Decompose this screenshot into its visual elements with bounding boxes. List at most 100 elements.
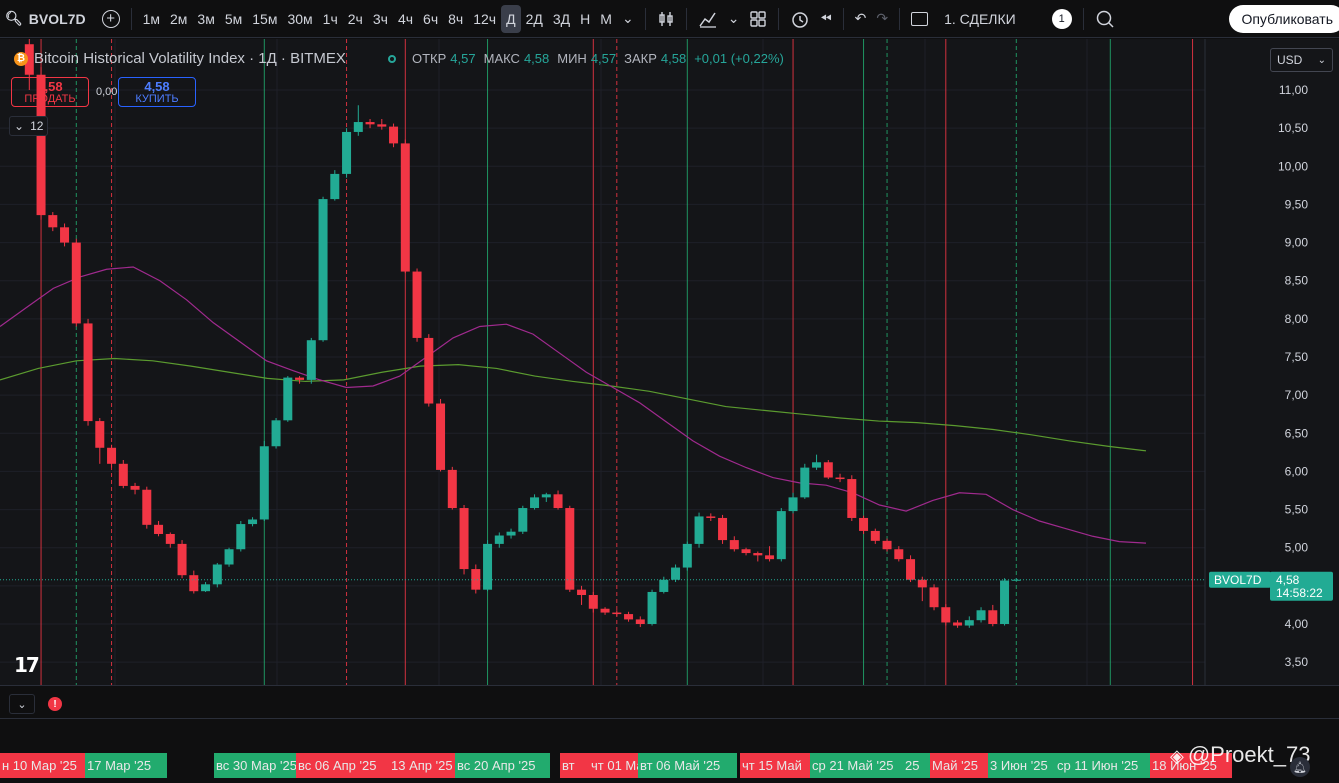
templates-button[interactable] (744, 5, 772, 33)
candle-body (565, 508, 575, 590)
ma-fast-line (0, 266, 1147, 544)
search-clock-icon (1096, 10, 1114, 28)
candle-body (295, 377, 305, 380)
indicators-dropdown-button[interactable]: ⌄ (723, 5, 745, 33)
interval-13[interactable]: Д (501, 4, 521, 33)
date-marker-strip: н 10 Мар '25 17 Мар '25 вс 30 Мар '25 вс 06… (0, 753, 1339, 778)
expand-panel-button[interactable]: ⌄ (9, 694, 35, 714)
candle-body (953, 622, 963, 626)
interval-14[interactable]: 2Д (525, 10, 543, 27)
candle-body (729, 540, 739, 550)
candle-body (941, 607, 951, 623)
redo-button[interactable]: ↷ (871, 5, 893, 33)
date-label: вс 30 Мар '25 (214, 753, 296, 778)
candle-body (917, 579, 927, 588)
separator (685, 7, 687, 30)
rewind-icon: ⏪︎ (820, 10, 832, 26)
candle-body (765, 555, 775, 560)
chart-type-button[interactable] (652, 5, 680, 33)
interval-17[interactable]: М (600, 10, 612, 27)
interval-dropdown-button[interactable]: ⌄ (617, 5, 639, 33)
candle-body (694, 516, 704, 544)
candle-body (988, 610, 998, 624)
ma-slow-line (0, 357, 1147, 452)
price-tick-label: 10,00 (1278, 159, 1308, 173)
interval-7[interactable]: 2ч (347, 10, 363, 27)
indicators-collapse-button[interactable]: ⌄ 12 (9, 116, 49, 136)
high-label: МАКС (483, 51, 520, 66)
price-tick-label: 9,00 (1285, 236, 1309, 250)
candle-body (60, 227, 70, 243)
close-label: ЗАКР (624, 51, 657, 66)
redo-icon: ↷ (876, 10, 889, 26)
interval-11[interactable]: 8ч (448, 10, 464, 27)
separator (644, 7, 646, 30)
candle-body (847, 479, 857, 518)
candle-body (471, 569, 481, 590)
notification-bell-button[interactable]: 🔔︎ (1290, 757, 1310, 777)
interval-6[interactable]: 1ч (322, 10, 338, 27)
candle-body (95, 421, 105, 448)
chevron-down-icon: ⌄ (1317, 54, 1326, 66)
interval-4[interactable]: 15м (252, 10, 278, 27)
interval-0[interactable]: 1м (142, 10, 160, 27)
price-tick-label: 7,50 (1285, 350, 1309, 364)
undo-button[interactable]: ↶ (850, 5, 872, 33)
price-tick-label: 5,00 (1285, 541, 1309, 555)
interval-3[interactable]: 5м (224, 10, 243, 27)
tradingview-logo: 17 (14, 653, 40, 677)
candle-body (201, 584, 211, 592)
candle-body (964, 620, 974, 626)
candle-body (741, 549, 751, 554)
chart-pane[interactable]: 11,00 10,50 10,00 9,50 9,00 8,50 8,00 7,50 7,00 6… (0, 39, 1339, 685)
interval-5[interactable]: 30м (287, 10, 313, 27)
interval-12[interactable]: 12ч (473, 10, 497, 27)
candle-body (83, 323, 93, 422)
candle-body (553, 494, 563, 509)
candle-body (859, 517, 869, 531)
interval-9[interactable]: 4ч (397, 10, 414, 27)
candle-body (436, 403, 446, 470)
bitcoin-icon: ₿ (14, 51, 28, 66)
publish-button[interactable]: Опубликовать (1229, 5, 1339, 33)
interval-16[interactable]: Н (580, 10, 591, 27)
indicators-button[interactable] (693, 5, 723, 33)
candle-body (682, 543, 692, 568)
symbol-tag-label: BVOL7D (1214, 573, 1262, 587)
warning-icon[interactable]: ! (48, 697, 62, 711)
candle-body (271, 420, 281, 447)
candle-body (377, 124, 387, 127)
count-badge: 1 (1051, 8, 1072, 29)
candle-body (424, 337, 434, 404)
quick-search-button[interactable] (1090, 5, 1120, 33)
interval-8[interactable]: 3ч (372, 10, 388, 27)
candle-body (154, 524, 164, 534)
divider (0, 718, 1339, 719)
add-symbol-button[interactable]: + (97, 5, 125, 33)
layout-button[interactable]: 1. СДЕЛКИ (906, 5, 1021, 33)
candle-body (224, 549, 234, 565)
price-chart[interactable]: 11,00 10,50 10,00 9,50 9,00 8,50 8,00 7,50 7,00 6… (0, 39, 1339, 685)
series-legend[interactable]: ₿ Bitcoin Historical Volatility Index · … (14, 50, 346, 67)
candles-icon (658, 11, 673, 26)
interval-1[interactable]: 2м (170, 10, 188, 27)
buy-button[interactable]: 4,58 КУПИТЬ (118, 77, 196, 107)
date-label: Май '25 (930, 753, 988, 778)
currency-selector[interactable]: USD ⌄ (1270, 48, 1333, 72)
open-value: 4,57 (450, 51, 476, 66)
date-label: 18 Июн '25 (1150, 753, 1232, 778)
interval-2[interactable]: 3м (197, 10, 215, 27)
sell-button[interactable]: 4,58 ПРОДАТЬ (11, 77, 89, 107)
square-icon (911, 11, 929, 26)
price-tick-label: 5,50 (1285, 503, 1309, 517)
interval-10[interactable]: 6ч (423, 10, 439, 27)
candle-body (706, 516, 716, 518)
layout-label: 1. СДЕЛКИ (944, 10, 1016, 27)
alert-button[interactable] (785, 5, 815, 33)
replay-button[interactable]: ⏪︎ (815, 5, 836, 33)
grid-icon (750, 10, 767, 27)
symbol-search[interactable]: 🔍︎ BVOL7D (0, 5, 91, 33)
interval-15[interactable]: 3Д (552, 10, 571, 27)
candle-body (647, 591, 657, 624)
candle-body (400, 143, 410, 272)
